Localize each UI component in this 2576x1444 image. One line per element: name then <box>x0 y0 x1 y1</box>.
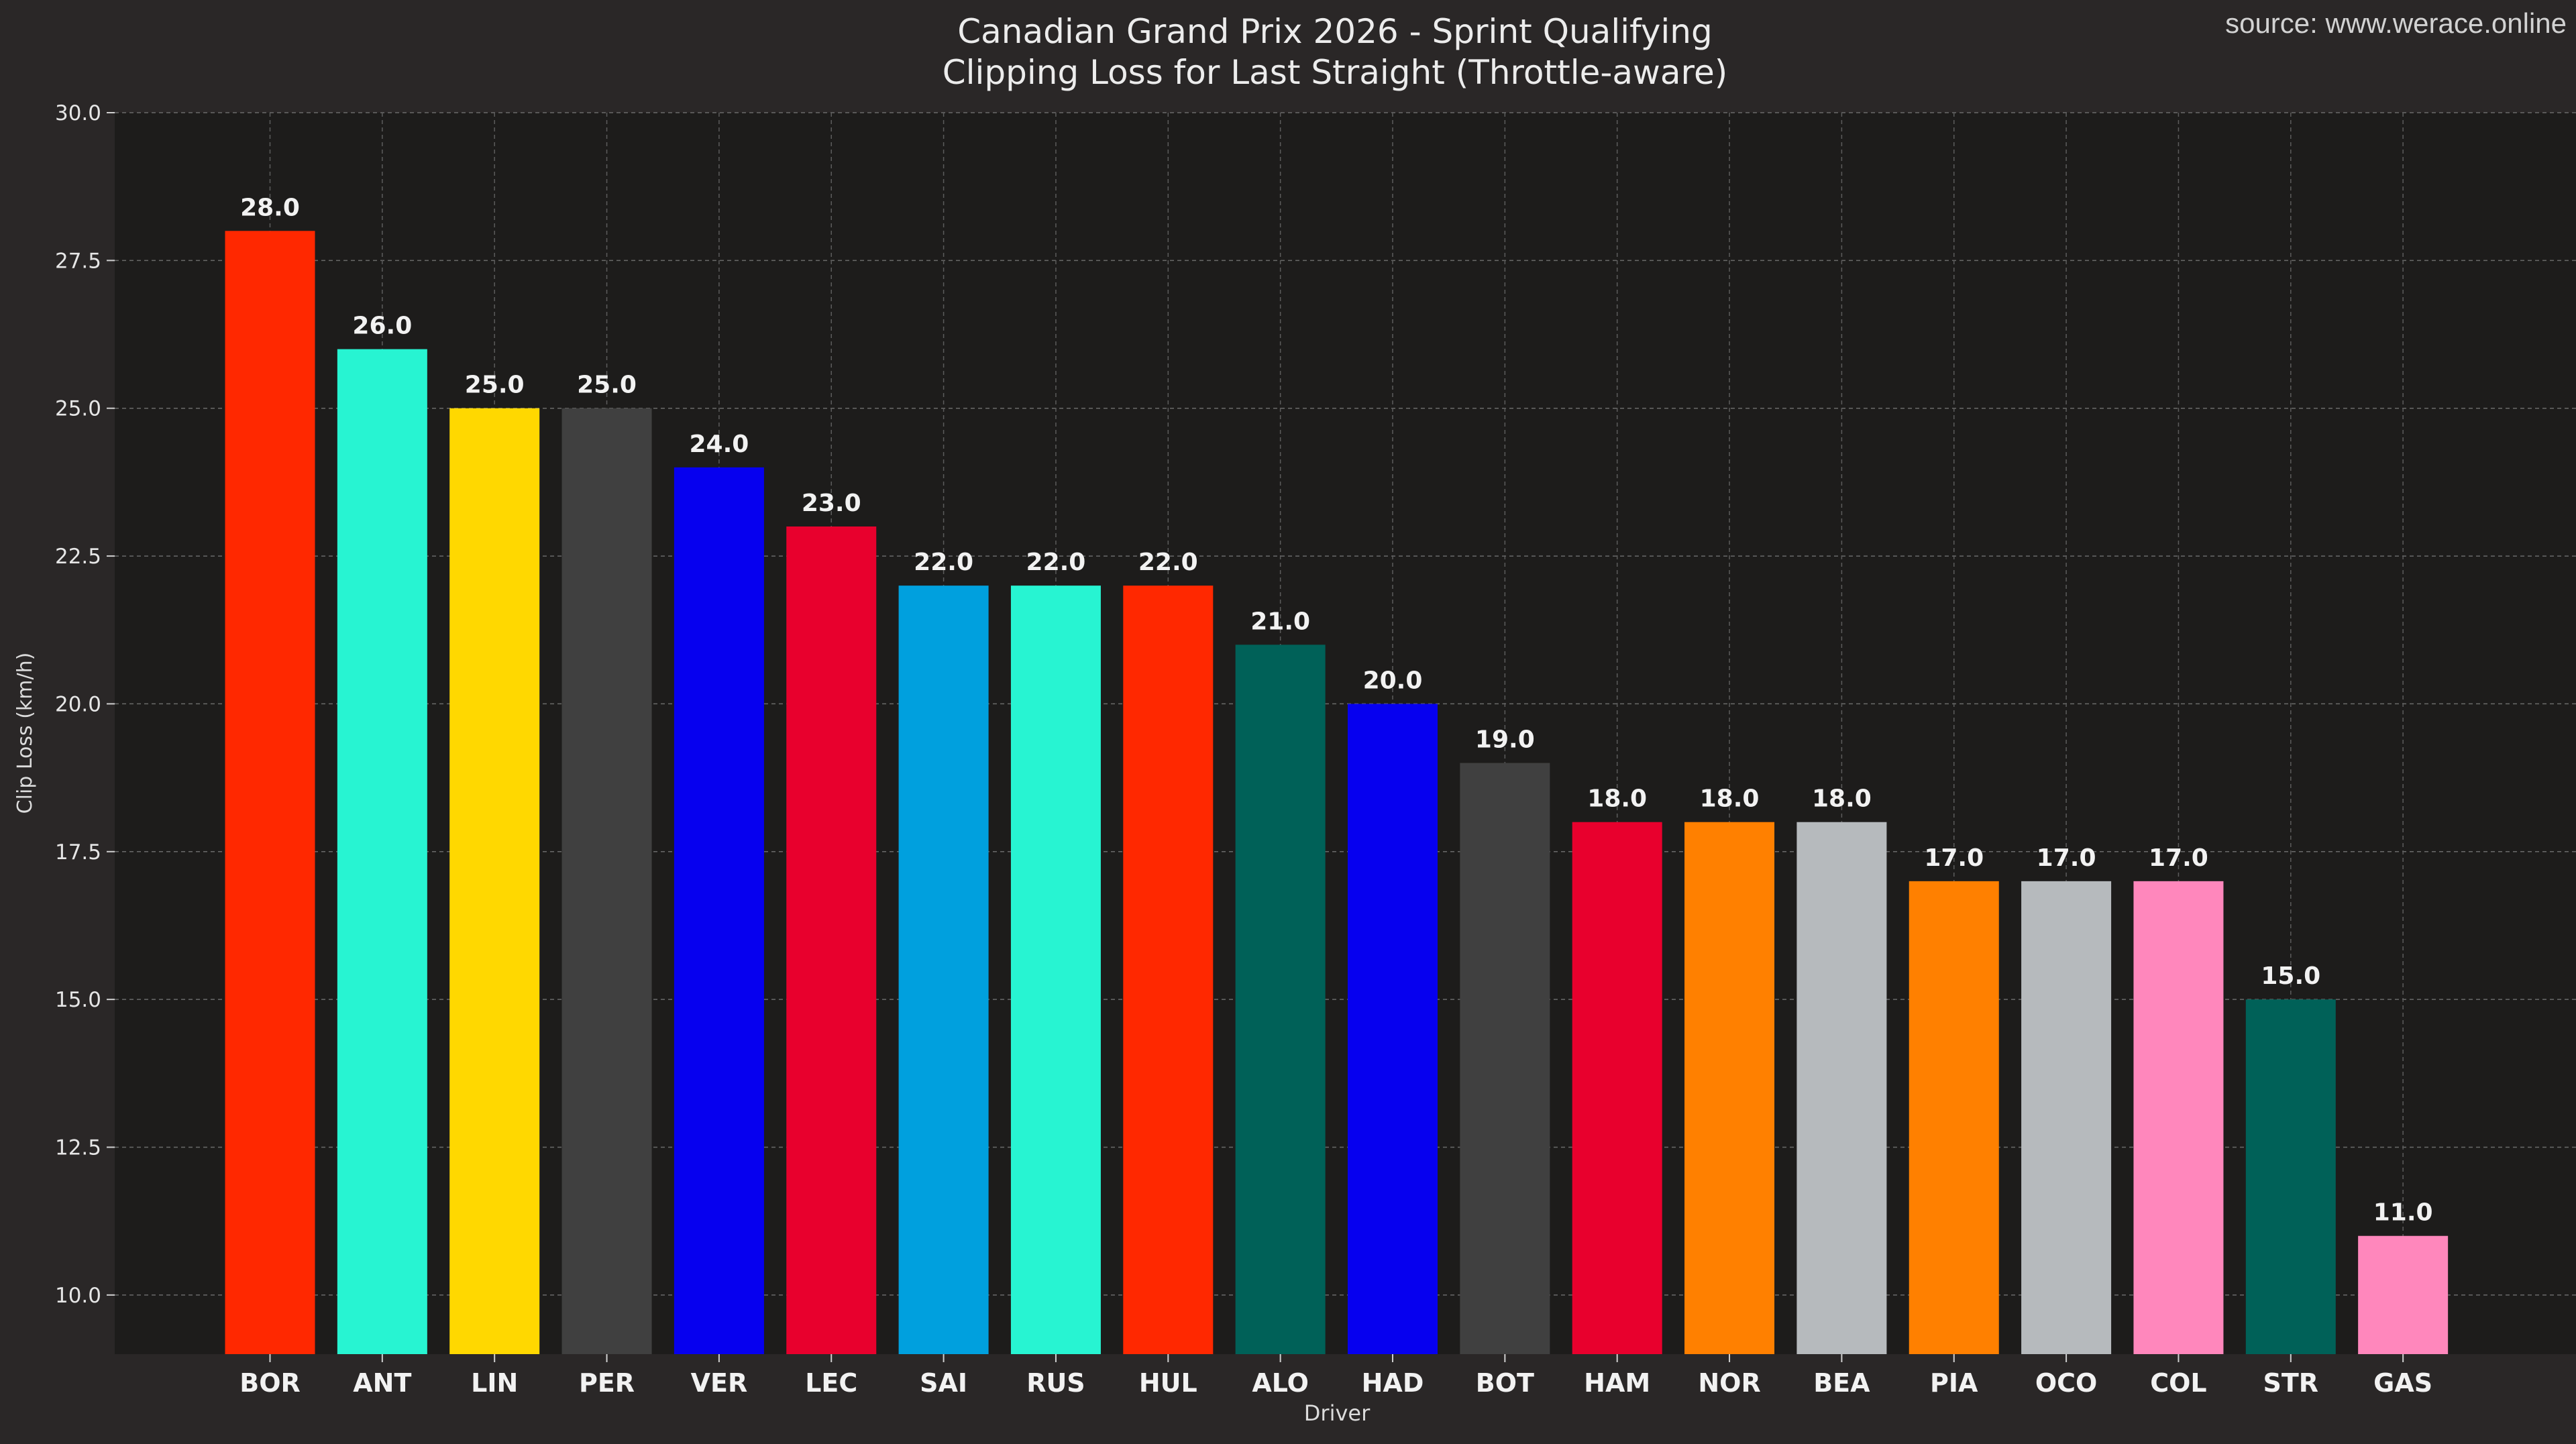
x-tick-label-bea: BEA <box>1813 1368 1870 1398</box>
x-tick-label-col: COL <box>2150 1368 2206 1398</box>
y-axis: 10.0 12.5 15.0 17.5 20.0 22.5 25.0 27.5 30.0 <box>55 101 115 1308</box>
y-tick-label: 27.5 <box>55 249 101 273</box>
bar-rus <box>1010 586 1101 1355</box>
bar-pia <box>1909 881 1999 1354</box>
value-label-ham: 18.0 <box>1587 785 1647 813</box>
chart-title: Canadian Grand Prix 2026 - Sprint Qualif… <box>957 12 1713 51</box>
x-tick-label-ham: HAM <box>1584 1368 1650 1398</box>
value-label-rus: 22.0 <box>1026 549 1086 576</box>
bar-ham <box>1572 822 1662 1354</box>
bar-ver <box>674 467 764 1354</box>
x-tick-label-sai: SAI <box>920 1368 967 1398</box>
y-tick-label: 22.5 <box>55 545 101 569</box>
value-label-ant: 26.0 <box>352 313 412 340</box>
x-tick-label-lec: LEC <box>805 1368 857 1398</box>
value-label-per: 25.0 <box>577 372 637 399</box>
bar-per <box>561 408 652 1354</box>
y-tick-label: 12.5 <box>55 1136 101 1160</box>
bar-sai <box>898 586 989 1355</box>
value-label-gas: 11.0 <box>2373 1199 2433 1227</box>
x-tick-label-bor: BOR <box>239 1368 301 1398</box>
x-tick-label-bot: BOT <box>1476 1368 1534 1398</box>
y-tick-label: 17.5 <box>55 840 101 865</box>
value-label-bor: 28.0 <box>240 194 300 221</box>
x-tick-label-lin: LIN <box>471 1368 518 1398</box>
x-tick-label-ver: VER <box>691 1368 748 1398</box>
x-axis-label: Driver <box>1304 1400 1371 1426</box>
x-tick-label-oco: OCO <box>2035 1368 2098 1398</box>
bars <box>225 231 2449 1355</box>
x-axis: BOR ANT LIN PER VER LEC SAI RUS HUL ALO HAD BOT HAM N… <box>239 1354 2432 1398</box>
x-tick-label-gas: GAS <box>2373 1368 2432 1398</box>
bar-col <box>2133 881 2224 1354</box>
value-label-alo: 21.0 <box>1250 608 1310 635</box>
bar-bea <box>1796 822 1887 1354</box>
value-label-lin: 25.0 <box>465 372 525 399</box>
value-label-oco: 17.0 <box>2037 844 2096 872</box>
y-tick-label: 10.0 <box>55 1284 101 1308</box>
value-label-str: 15.0 <box>2261 962 2320 990</box>
x-tick-label-per: PER <box>579 1368 635 1398</box>
bar-bor <box>225 231 315 1355</box>
y-tick-label: 25.0 <box>55 397 101 421</box>
bar-nor <box>1684 822 1775 1354</box>
value-label-col: 17.0 <box>2149 844 2208 872</box>
value-labels: 28.0 26.0 25.0 25.0 24.0 23.0 22.0 22.0 22.0 21.0… <box>240 194 2432 1226</box>
y-tick-label: 30.0 <box>55 101 101 125</box>
value-label-lec: 23.0 <box>802 490 861 517</box>
bar-lec <box>786 526 877 1354</box>
value-label-hul: 22.0 <box>1138 549 1198 576</box>
x-tick-label-ant: ANT <box>353 1368 411 1398</box>
bar-oco <box>2021 881 2112 1354</box>
bar-alo <box>1235 645 1326 1355</box>
bar-had <box>1348 704 1438 1354</box>
value-label-ver: 24.0 <box>689 431 749 458</box>
bar-bot <box>1460 763 1550 1354</box>
bar-gas <box>2358 1235 2449 1354</box>
value-label-nor: 18.0 <box>1700 785 1760 813</box>
x-tick-label-str: STR <box>2263 1368 2319 1398</box>
y-tick-label: 15.0 <box>55 988 101 1012</box>
chart-subtitle: Clipping Loss for Last Straight (Throttl… <box>943 53 1728 92</box>
value-label-sai: 22.0 <box>914 549 973 576</box>
y-axis-label: Clip Loss (km/h) <box>13 653 37 814</box>
x-tick-label-had: HAD <box>1362 1368 1424 1398</box>
x-tick-label-nor: NOR <box>1698 1368 1760 1398</box>
value-label-had: 20.0 <box>1363 667 1423 694</box>
value-label-bea: 18.0 <box>1812 785 1872 813</box>
bar-str <box>2245 999 2336 1354</box>
value-label-bot: 19.0 <box>1475 726 1535 754</box>
x-tick-label-hul: HUL <box>1139 1368 1197 1398</box>
source-text: source: www.werace.online <box>2225 7 2567 39</box>
y-tick-label: 20.0 <box>55 692 101 716</box>
bar-hul <box>1123 586 1214 1355</box>
bar-lin <box>449 408 540 1354</box>
value-label-pia: 17.0 <box>1924 844 1984 872</box>
x-tick-label-alo: ALO <box>1252 1368 1309 1398</box>
x-tick-label-pia: PIA <box>1930 1368 1978 1398</box>
x-tick-label-rus: RUS <box>1026 1368 1085 1398</box>
bar-ant <box>337 349 427 1354</box>
